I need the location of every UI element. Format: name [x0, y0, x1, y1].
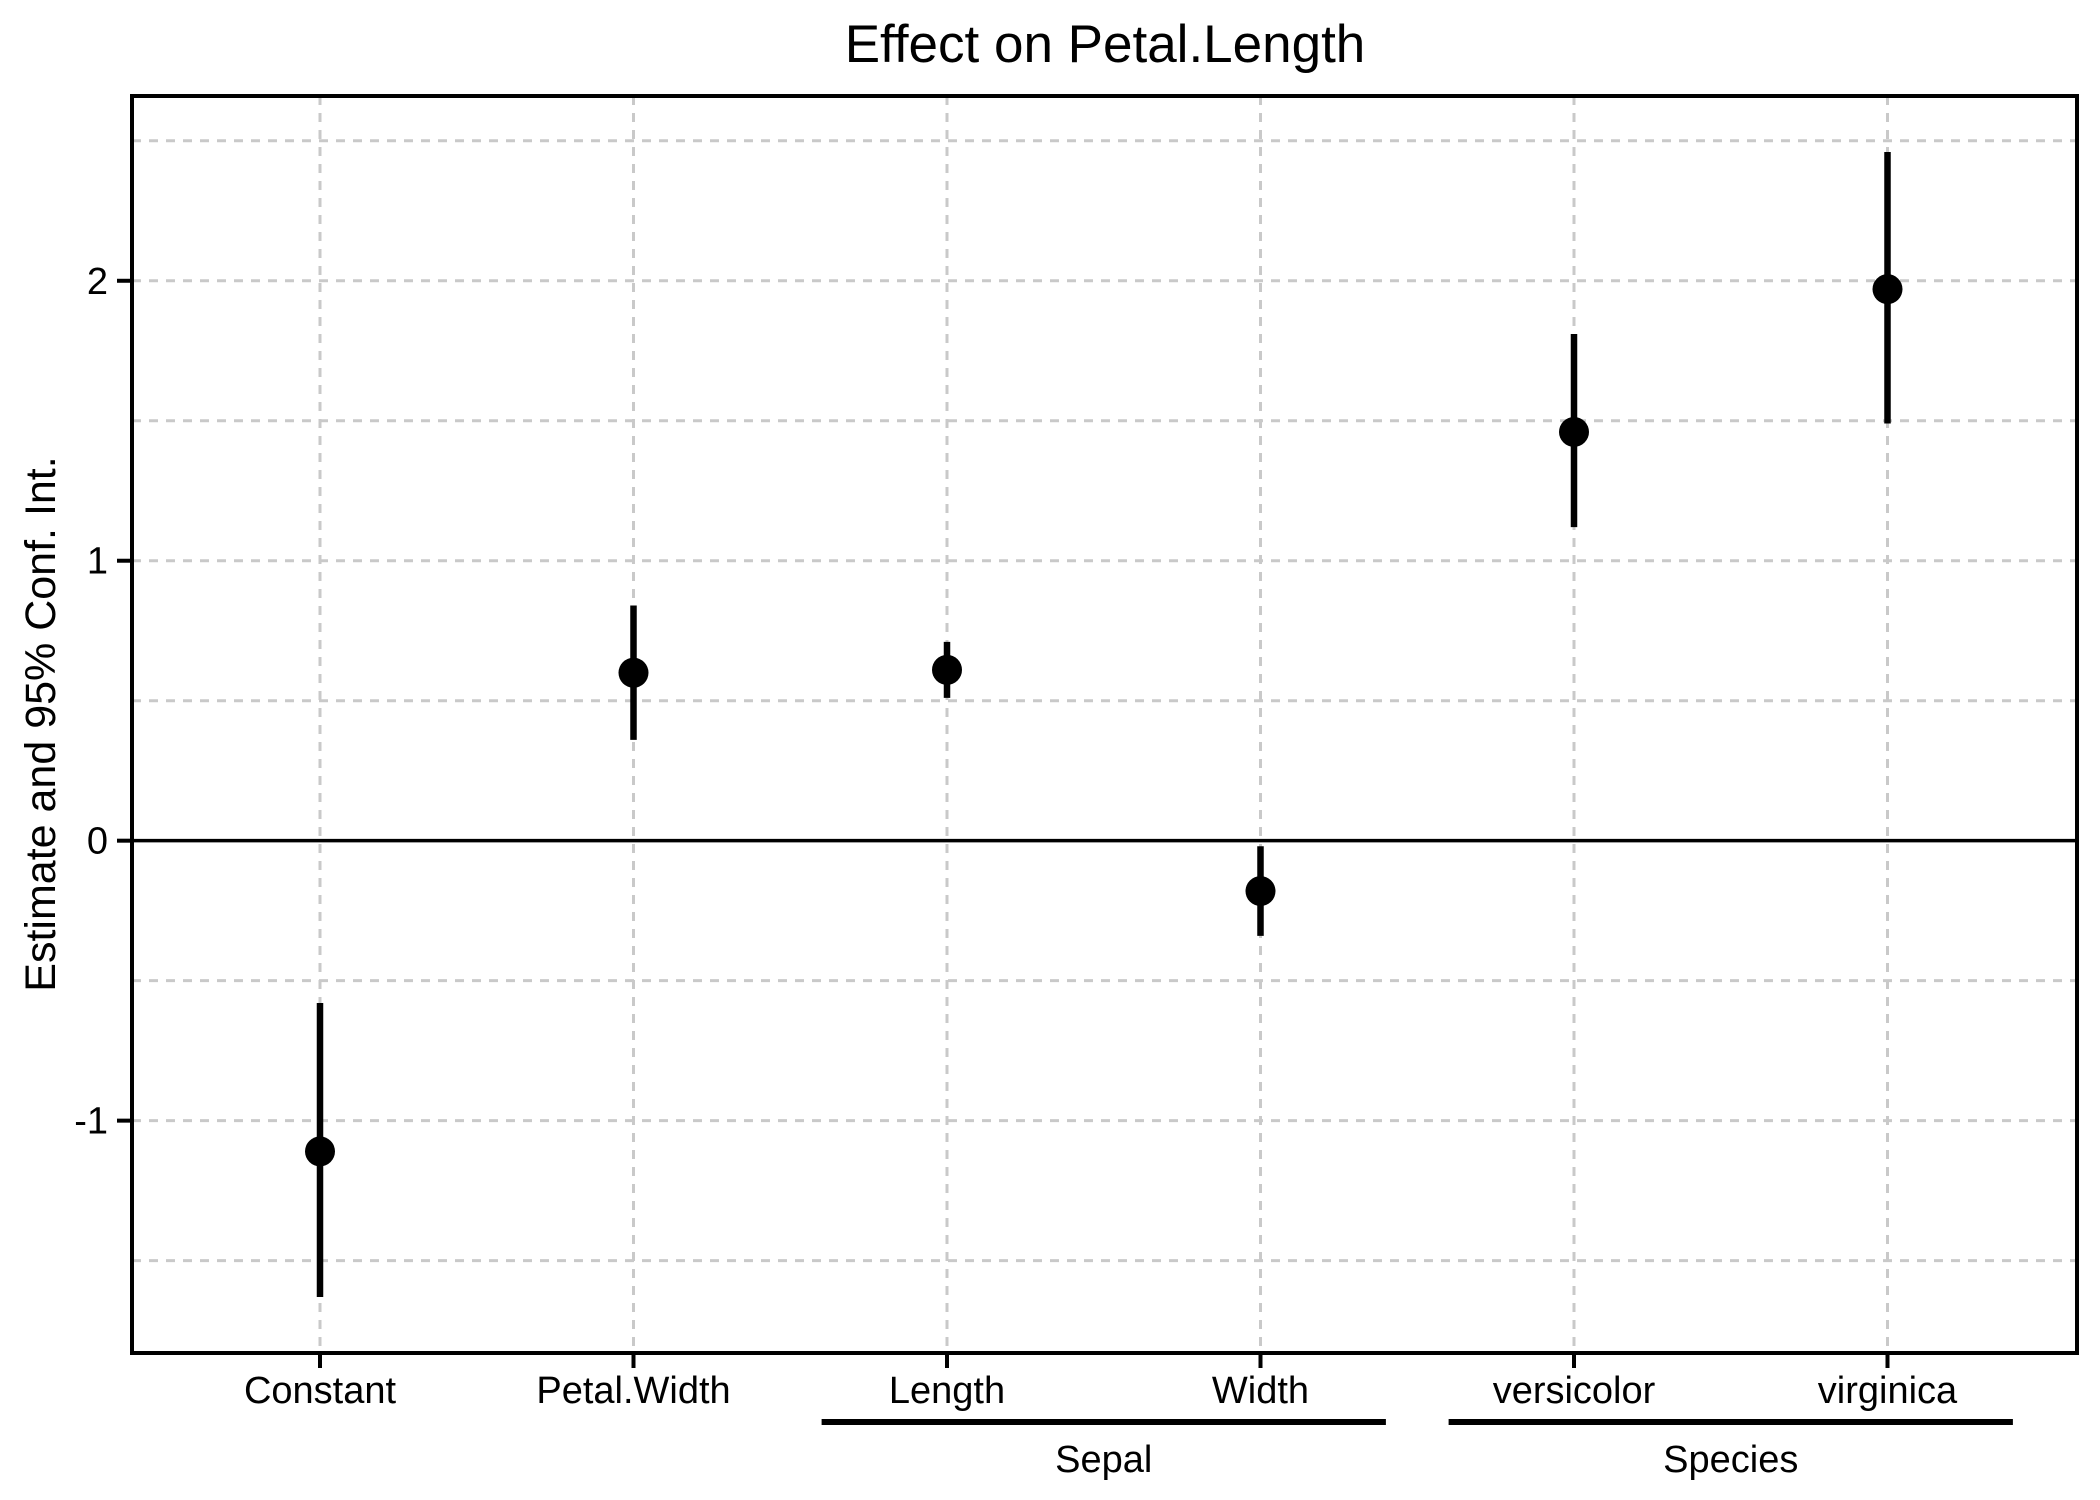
- grid-layer: [132, 96, 2077, 1353]
- estimate-point: [1245, 876, 1276, 907]
- axis-layer: -1 0 1 2 Constant Petal.Width Length Width versi…: [74, 94, 2079, 1481]
- estimate-point: [1872, 274, 1903, 305]
- y-tick-label: 2: [87, 261, 108, 303]
- chart-title: Effect on Petal.Length: [845, 15, 1366, 74]
- data-layer: [305, 151, 1903, 1298]
- x-tick-label: Constant: [244, 1370, 397, 1412]
- group-label: Sepal: [1055, 1439, 1152, 1481]
- estimate-point: [932, 654, 962, 685]
- y-tick-label: 0: [87, 821, 108, 863]
- y-tick-label: 1: [87, 541, 108, 583]
- panel-border: [130, 94, 2079, 1355]
- y-tick-label: -1: [74, 1101, 108, 1143]
- estimate-point: [618, 657, 649, 688]
- estimate-point: [1559, 416, 1589, 447]
- x-tick-label: Width: [1212, 1370, 1309, 1412]
- x-tick-label: virginica: [1818, 1370, 1958, 1412]
- x-tick-label: versicolor: [1493, 1370, 1656, 1412]
- y-axis-title: Estimate and 95% Conf. Int.: [17, 456, 65, 991]
- x-tick-label: Petal.Width: [536, 1370, 730, 1412]
- group-label: Species: [1663, 1439, 1798, 1481]
- x-tick-label: Length: [889, 1370, 1005, 1412]
- estimate-point: [305, 1136, 335, 1167]
